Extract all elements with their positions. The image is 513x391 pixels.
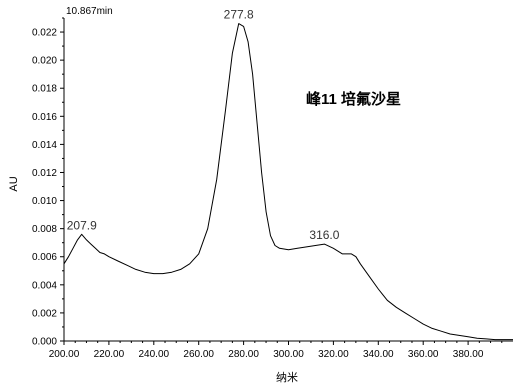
y-tick-label: 0.020 [32, 56, 57, 67]
x-tick-label: 300.00 [273, 349, 304, 360]
y-tick-label: 0.000 [32, 337, 57, 348]
x-axis-label: 纳米 [276, 371, 298, 384]
y-tick-label: 0.006 [32, 252, 57, 263]
x-tick-label: 200.00 [49, 349, 80, 360]
y-tick-label: 0.014 [32, 140, 57, 151]
y-tick-label: 0.018 [32, 84, 57, 95]
x-tick-label: 280.00 [228, 349, 259, 360]
chart-annotation: 峰11 培氟沙星 [306, 90, 401, 108]
x-tick-label: 380.00 [453, 349, 484, 360]
x-tick-label: 320.00 [318, 349, 349, 360]
y-tick-label: 0.010 [32, 196, 57, 207]
y-tick-label: 0.004 [32, 280, 57, 291]
x-tick-label: 220.00 [94, 349, 125, 360]
y-tick-label: 0.002 [32, 308, 57, 319]
y-tick-label: 0.012 [32, 168, 57, 179]
spectrum-line [63, 23, 513, 341]
y-tick-label: 0.016 [32, 112, 57, 123]
peak-label: 277.8 [224, 8, 254, 22]
peak-label: 207.9 [67, 218, 97, 232]
x-tick-label: 360.00 [408, 349, 439, 360]
header-time: 10.867min [66, 6, 113, 17]
x-tick-label: 240.00 [139, 349, 170, 360]
y-axis-label: AU [8, 176, 20, 191]
y-tick-label: 0.022 [32, 28, 57, 39]
x-tick-label: 340.00 [363, 349, 394, 360]
y-tick-label: 0.008 [32, 224, 57, 235]
x-tick-label: 260.00 [183, 349, 214, 360]
peak-label: 316.0 [309, 228, 339, 242]
